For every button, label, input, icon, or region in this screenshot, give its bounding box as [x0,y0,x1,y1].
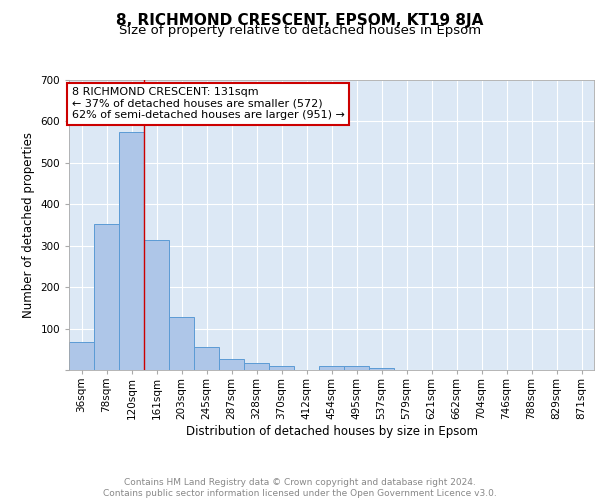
Bar [269,366,294,370]
Bar [369,368,394,370]
X-axis label: Distribution of detached houses by size in Epsom: Distribution of detached houses by size … [185,424,478,438]
Bar [94,224,119,370]
Bar [244,364,269,370]
Text: Contains HM Land Registry data © Crown copyright and database right 2024.
Contai: Contains HM Land Registry data © Crown c… [103,478,497,498]
Bar [344,366,369,370]
Text: Size of property relative to detached houses in Epsom: Size of property relative to detached ho… [119,24,481,37]
Bar [194,347,219,370]
Y-axis label: Number of detached properties: Number of detached properties [22,132,35,318]
Bar [169,318,194,370]
Bar [219,359,244,370]
Bar [69,342,94,370]
Bar [119,132,144,370]
Bar [144,240,169,370]
Text: 8 RICHMOND CRESCENT: 131sqm
← 37% of detached houses are smaller (572)
62% of se: 8 RICHMOND CRESCENT: 131sqm ← 37% of det… [71,87,344,120]
Text: 8, RICHMOND CRESCENT, EPSOM, KT19 8JA: 8, RICHMOND CRESCENT, EPSOM, KT19 8JA [116,12,484,28]
Bar [319,366,344,370]
